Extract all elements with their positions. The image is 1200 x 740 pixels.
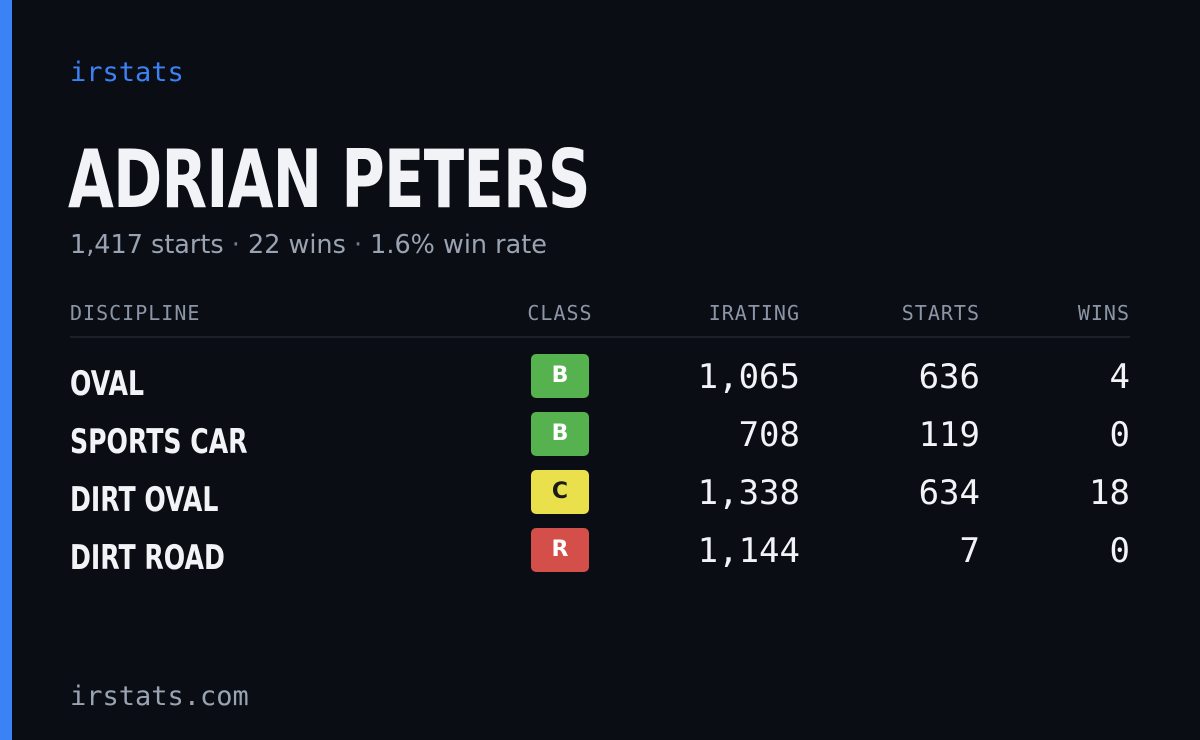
discipline-name: DIRT ROAD [70,538,225,578]
summary-starts: 1,417 starts [70,230,224,260]
summary-wins: 22 wins [247,230,346,260]
class-cell: C [500,470,620,514]
brand-logo[interactable]: irstats [70,57,184,88]
class-cell: B [500,412,620,456]
column-header-starts: STARTS [901,301,980,325]
class-badge: C [531,470,589,514]
player-name: ADRIAN PETERS [68,133,591,226]
class-badge: B [531,412,589,456]
discipline-name: DIRT OVAL [70,480,219,520]
wins-value: 18 [1089,473,1130,513]
class-cell: R [500,528,620,572]
table-row: DIRT ROAD R 1,144 7 0 [70,528,1130,586]
column-header-wins: WINS [1077,301,1130,325]
irating-value: 1,338 [697,473,800,513]
player-summary: 1,417 starts · 22 wins · 1.6% win rate [70,228,547,262]
starts-value: 119 [918,415,980,455]
table-row: SPORTS CAR B 708 119 0 [70,412,1130,470]
footer-site-link[interactable]: irstats.com [70,681,249,712]
table-row: OVAL B 1,065 636 4 [70,354,1130,412]
irating-value: 1,065 [697,357,800,397]
summary-separator: · [353,230,363,260]
discipline-name: OVAL [70,364,144,404]
class-badge: B [531,354,589,398]
discipline-stats-table: DISCIPLINE CLASS IRATING STARTS WINS OVA… [70,296,1130,586]
class-cell: B [500,354,620,398]
starts-value: 7 [959,531,980,571]
starts-value: 636 [918,357,980,397]
table-header: DISCIPLINE CLASS IRATING STARTS WINS [70,296,1130,338]
column-header-discipline: DISCIPLINE [70,301,201,325]
wins-value: 0 [1109,531,1130,571]
table-row: DIRT OVAL C 1,338 634 18 [70,470,1130,528]
column-header-irating: IRATING [708,301,800,325]
column-header-class: CLASS [527,301,593,325]
starts-value: 634 [918,473,980,513]
accent-bar [0,0,12,740]
table-body: OVAL B 1,065 636 4 SPORTS CAR B 708 119 … [70,354,1130,586]
class-badge: R [531,528,589,572]
wins-value: 4 [1109,357,1130,397]
irating-value: 1,144 [697,531,800,571]
summary-win-rate: 1.6% win rate [370,230,547,260]
discipline-name: SPORTS CAR [70,422,248,462]
irating-value: 708 [738,415,800,455]
wins-value: 0 [1109,415,1130,455]
summary-separator: · [231,230,240,260]
